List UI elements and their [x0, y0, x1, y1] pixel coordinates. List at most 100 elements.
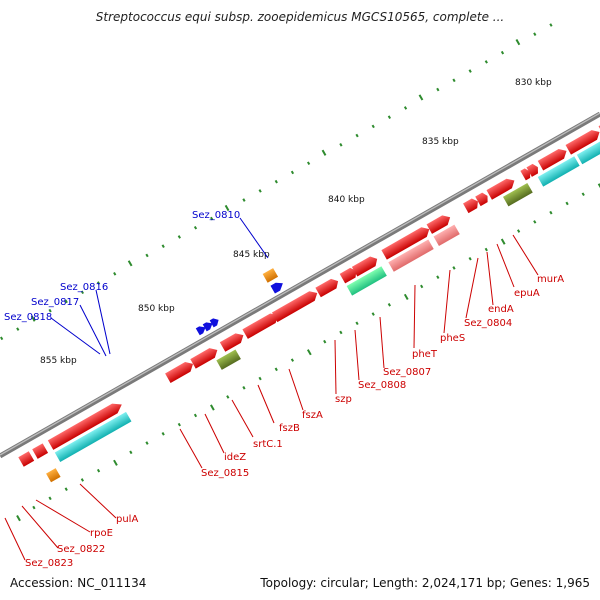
- gene-label-sez-0808[interactable]: Sez_0808: [358, 380, 406, 391]
- gene-feature[interactable]: [47, 400, 125, 450]
- gene-feature[interactable]: [502, 182, 533, 207]
- gene-feature[interactable]: [18, 451, 35, 467]
- gene-feature[interactable]: [537, 146, 570, 171]
- gene-feature[interactable]: [463, 197, 481, 214]
- minor-tick: [129, 450, 133, 455]
- gene-feature[interactable]: [351, 254, 380, 277]
- gene-label-sez-0818[interactable]: Sez_0818: [4, 312, 52, 323]
- minor-tick: [371, 124, 375, 129]
- major-tick: [500, 238, 506, 245]
- minor-tick: [80, 290, 85, 295]
- minor-tick: [549, 210, 553, 215]
- gene-feature[interactable]: [339, 266, 359, 284]
- minor-tick: [177, 235, 181, 239]
- minor-tick: [113, 272, 117, 276]
- gene-label-sez-0807[interactable]: Sez_0807: [383, 367, 431, 378]
- tick-label: 845 kbp: [233, 250, 270, 260]
- gene-feature[interactable]: [242, 311, 280, 339]
- minor-tick: [80, 478, 85, 482]
- minor-tick: [32, 505, 36, 510]
- gene-feature[interactable]: [202, 320, 215, 332]
- gene-feature[interactable]: [219, 330, 246, 352]
- ruler-track: [0, 23, 553, 341]
- gene-feature[interactable]: [576, 134, 600, 165]
- gene-label-enda[interactable]: endA: [488, 304, 514, 315]
- gene-feature[interactable]: [165, 359, 196, 384]
- gene-feature[interactable]: [216, 349, 241, 370]
- minor-tick: [533, 220, 537, 224]
- gene-label-srtc-1[interactable]: srtC.1: [253, 439, 283, 450]
- gene-feature[interactable]: [346, 266, 387, 296]
- gene-label-sez-0810[interactable]: Sez_0810: [192, 210, 240, 221]
- major-tick: [210, 404, 215, 411]
- minor-tick: [517, 229, 521, 233]
- gene-feature[interactable]: [195, 324, 208, 336]
- gene-feature[interactable]: [433, 224, 460, 247]
- minor-tick: [193, 413, 198, 418]
- minor-tick: [290, 358, 295, 362]
- gene-label-sez-0823[interactable]: Sez_0823: [25, 558, 73, 569]
- gene-label-idez[interactable]: ideZ: [224, 452, 246, 463]
- gene-feature[interactable]: [486, 176, 517, 200]
- minor-tick: [258, 376, 262, 381]
- gene-label-phet[interactable]: pheT: [412, 349, 438, 360]
- gene-feature[interactable]: [537, 156, 580, 187]
- minor-tick: [355, 133, 359, 138]
- gene-label-sez-0804[interactable]: Sez_0804: [464, 318, 512, 329]
- gene-label-szp[interactable]: szp: [335, 394, 352, 405]
- minor-tick: [565, 201, 569, 206]
- gene-label-sez-0816[interactable]: Sez_0816: [60, 282, 108, 293]
- gene-label-fsza[interactable]: fszA: [302, 410, 323, 421]
- minor-tick: [339, 330, 343, 335]
- gene-feature[interactable]: [520, 167, 532, 181]
- gene-label-mura[interactable]: murA: [537, 274, 564, 285]
- genome-backbone-highlight: [0, 112, 600, 456]
- gene-label-fszb[interactable]: fszB: [279, 423, 300, 434]
- minor-tick: [226, 395, 230, 399]
- gene-feature[interactable]: [262, 268, 279, 283]
- gene-feature[interactable]: [526, 162, 540, 177]
- gene-label-sez-0815[interactable]: Sez_0815: [201, 468, 249, 479]
- gene-feature[interactable]: [315, 276, 340, 298]
- major-tick: [224, 204, 230, 212]
- gene-feature[interactable]: [209, 316, 221, 328]
- gene-track-reverse: [18, 114, 600, 483]
- minor-tick: [16, 327, 20, 331]
- major-tick: [16, 514, 21, 522]
- minor-tick: [581, 192, 585, 197]
- gene-feature[interactable]: [32, 443, 49, 459]
- gene-feature[interactable]: [381, 224, 432, 260]
- accession-label: Accession: NC_011134: [10, 576, 147, 590]
- gene-label-epua[interactable]: epuA: [514, 288, 540, 299]
- gene-label-pula[interactable]: pulA: [116, 514, 138, 525]
- genome-backbone: [0, 111, 600, 459]
- gene-feature[interactable]: [190, 345, 220, 369]
- minor-tick: [452, 78, 456, 83]
- major-tick: [30, 315, 36, 322]
- major-tick: [321, 149, 327, 156]
- gene-feature[interactable]: [426, 212, 453, 234]
- minor-tick: [387, 115, 391, 119]
- forward-gene-labels: [50, 217, 269, 357]
- gene-feature[interactable]: [270, 280, 285, 294]
- minor-tick: [96, 468, 101, 473]
- gene-label-phes[interactable]: pheS: [440, 333, 465, 344]
- tick-label: 850 kbp: [138, 304, 175, 314]
- topology-label: Topology: circular; Length: 2,024,171 bp…: [260, 576, 590, 590]
- minor-tick: [0, 336, 4, 341]
- minor-tick: [355, 321, 359, 326]
- gene-feature[interactable]: [388, 239, 434, 272]
- gene-label-rpoe[interactable]: rpoE: [90, 528, 113, 539]
- gene-feature[interactable]: [46, 468, 61, 483]
- minor-tick: [177, 422, 181, 427]
- tick-label: 840 kbp: [328, 195, 365, 205]
- gene-label-sez-0822[interactable]: Sez_0822: [57, 544, 105, 555]
- minor-tick: [274, 367, 278, 372]
- gene-feature[interactable]: [565, 127, 600, 155]
- gene-feature[interactable]: [475, 191, 490, 207]
- gene-feature[interactable]: [54, 411, 132, 463]
- gene-label-sez-0817[interactable]: Sez_0817: [31, 297, 79, 308]
- gene-feature[interactable]: [271, 288, 320, 323]
- minor-tick: [210, 216, 214, 221]
